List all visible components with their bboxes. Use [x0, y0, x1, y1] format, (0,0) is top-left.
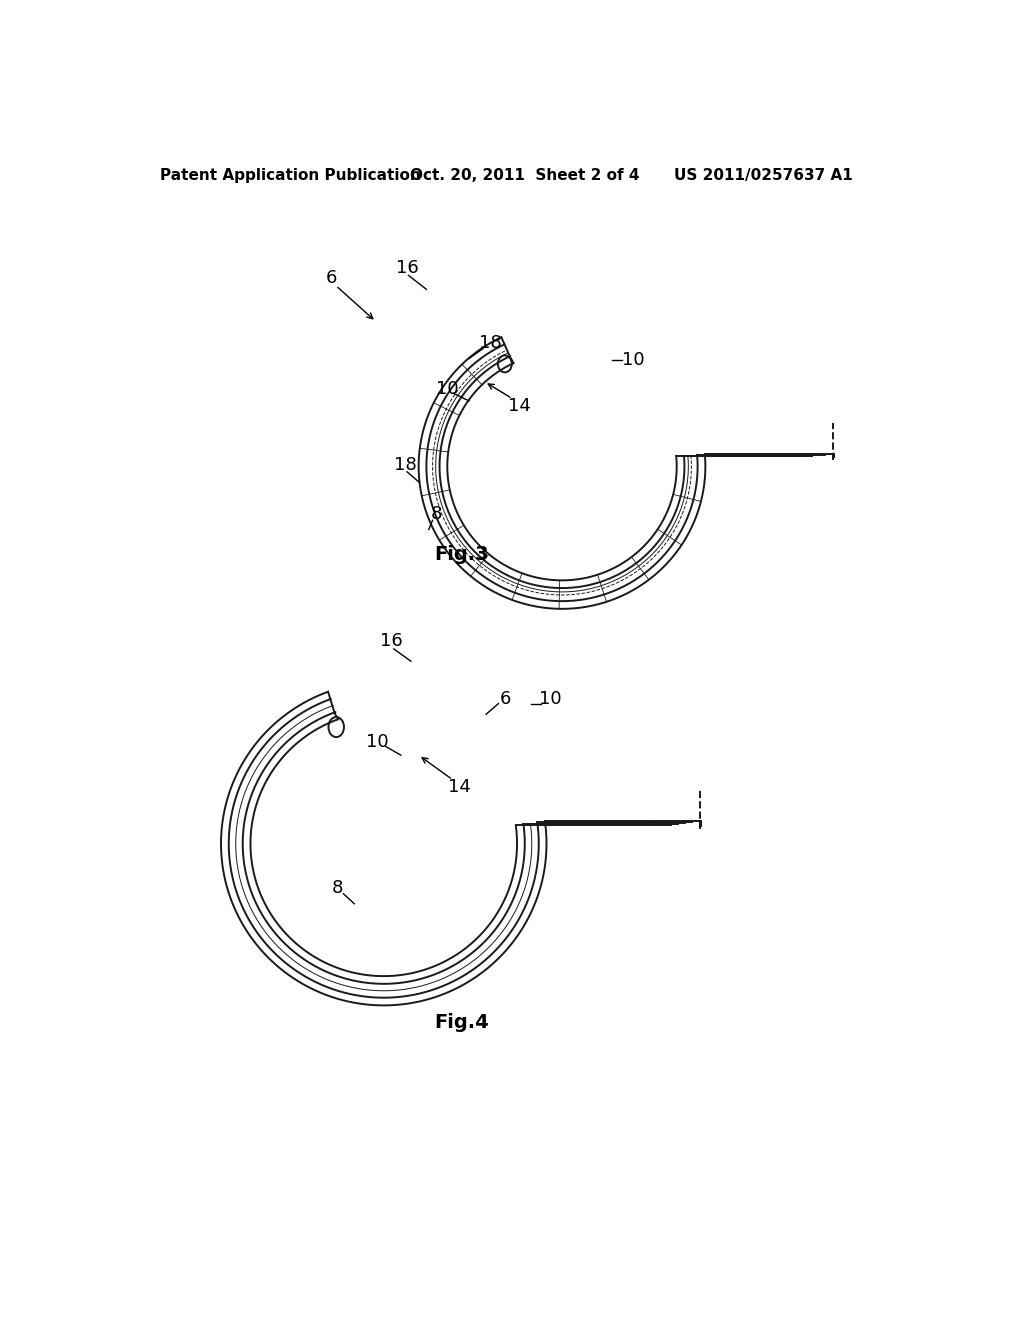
Text: 10: 10: [539, 690, 562, 708]
Text: 10: 10: [436, 380, 459, 399]
Text: 10: 10: [367, 733, 389, 751]
Text: Fig.3: Fig.3: [434, 545, 488, 565]
Text: 14: 14: [449, 779, 471, 796]
Text: 6: 6: [500, 690, 511, 708]
Text: 16: 16: [395, 259, 419, 277]
Text: 6: 6: [326, 269, 337, 286]
Text: Patent Application Publication: Patent Application Publication: [161, 168, 421, 183]
Text: 16: 16: [380, 632, 402, 651]
Text: US 2011/0257637 A1: US 2011/0257637 A1: [674, 168, 853, 183]
Text: Fig.4: Fig.4: [434, 1012, 488, 1032]
Text: Oct. 20, 2011  Sheet 2 of 4: Oct. 20, 2011 Sheet 2 of 4: [410, 168, 640, 183]
Text: 10: 10: [622, 351, 645, 370]
Text: 18: 18: [394, 455, 417, 474]
Text: 8: 8: [431, 506, 442, 523]
Text: 18: 18: [479, 334, 502, 352]
Text: 14: 14: [508, 397, 530, 416]
Text: 8: 8: [332, 879, 343, 898]
